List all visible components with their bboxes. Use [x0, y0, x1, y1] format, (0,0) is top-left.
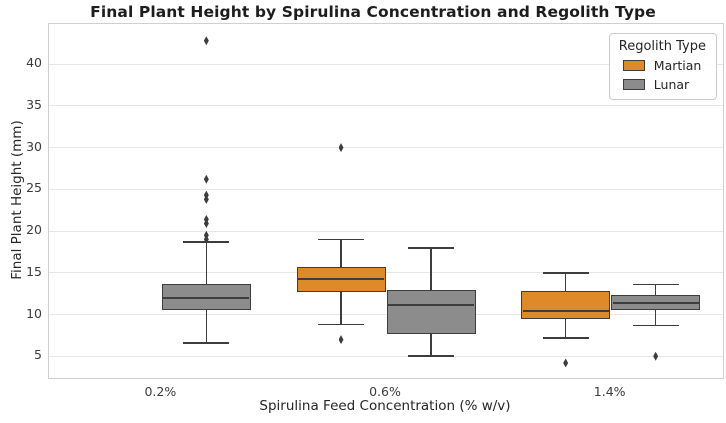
y-tick-label: 15: [26, 263, 42, 279]
legend: Regolith Type Martian Lunar: [608, 33, 717, 100]
whisker-cap-martian-0.6%: [318, 238, 364, 241]
box-lunar-0.6%: [386, 289, 476, 334]
median-lunar-0.2%: [163, 296, 250, 299]
outlier-diamond: [203, 234, 209, 244]
outlier-diamond: [653, 351, 659, 361]
outlier-diamond: [203, 194, 209, 204]
y-tick-label: 5: [34, 347, 42, 363]
box-martian-1.4%: [521, 291, 611, 319]
legend-item-martian: Martian: [622, 58, 706, 73]
legend-swatch-lunar: [622, 79, 645, 90]
whisker-cap-martian-0.6%: [318, 323, 364, 326]
y-tick-label: 30: [26, 138, 42, 154]
chart-title: Final Plant Height by Spirulina Concentr…: [90, 3, 656, 21]
x-axis-label: Spirulina Feed Concentration (% w/v): [259, 398, 511, 414]
y-tick-label: 40: [26, 55, 42, 71]
median-lunar-1.4%: [612, 301, 699, 304]
outlier-diamond: [338, 143, 344, 153]
outlier-diamond: [338, 335, 344, 345]
whisker-cap-lunar-1.4%: [632, 324, 679, 327]
y-tick-label: 10: [26, 305, 42, 321]
plot-area: Regolith Type Martian Lunar: [48, 23, 724, 379]
gridline: [49, 272, 723, 274]
median-martian-0.6%: [298, 278, 384, 281]
gridline: [49, 230, 723, 232]
gridline: [49, 63, 723, 65]
whisker-cap-martian-1.4%: [542, 337, 589, 339]
legend-item-label: Lunar: [653, 77, 690, 92]
legend-swatch-martian: [622, 60, 645, 71]
x-tick-label: 0.6%: [369, 384, 401, 399]
whisker-cap-lunar-0.6%: [408, 355, 454, 358]
median-martian-1.4%: [522, 310, 609, 313]
legend-items: Martian Lunar: [619, 58, 706, 92]
whisker-cap-lunar-0.2%: [183, 342, 230, 344]
median-lunar-0.6%: [388, 303, 474, 306]
outlier-diamond: [203, 219, 209, 229]
legend-item-lunar: Lunar: [622, 77, 706, 92]
legend-item-label: Martian: [653, 58, 702, 73]
whisker-cap-lunar-0.6%: [408, 246, 454, 249]
outlier-diamond: [203, 36, 209, 46]
gridline: [49, 314, 723, 316]
x-tick-label: 1.4%: [593, 384, 626, 399]
gridline: [49, 105, 723, 107]
y-tick-label: 35: [26, 96, 42, 112]
outlier-diamond: [203, 174, 209, 184]
gridline: [49, 188, 723, 190]
y-tick-label: 25: [26, 180, 42, 196]
whisker-cap-martian-1.4%: [542, 272, 589, 274]
gridline: [49, 355, 723, 357]
x-tick-label: 0.2%: [144, 384, 177, 399]
legend-title: Regolith Type: [618, 39, 706, 54]
gridline: [49, 147, 723, 149]
y-tick-label: 20: [26, 222, 42, 238]
whisker-cap-lunar-1.4%: [632, 283, 679, 286]
outlier-diamond: [563, 358, 569, 368]
